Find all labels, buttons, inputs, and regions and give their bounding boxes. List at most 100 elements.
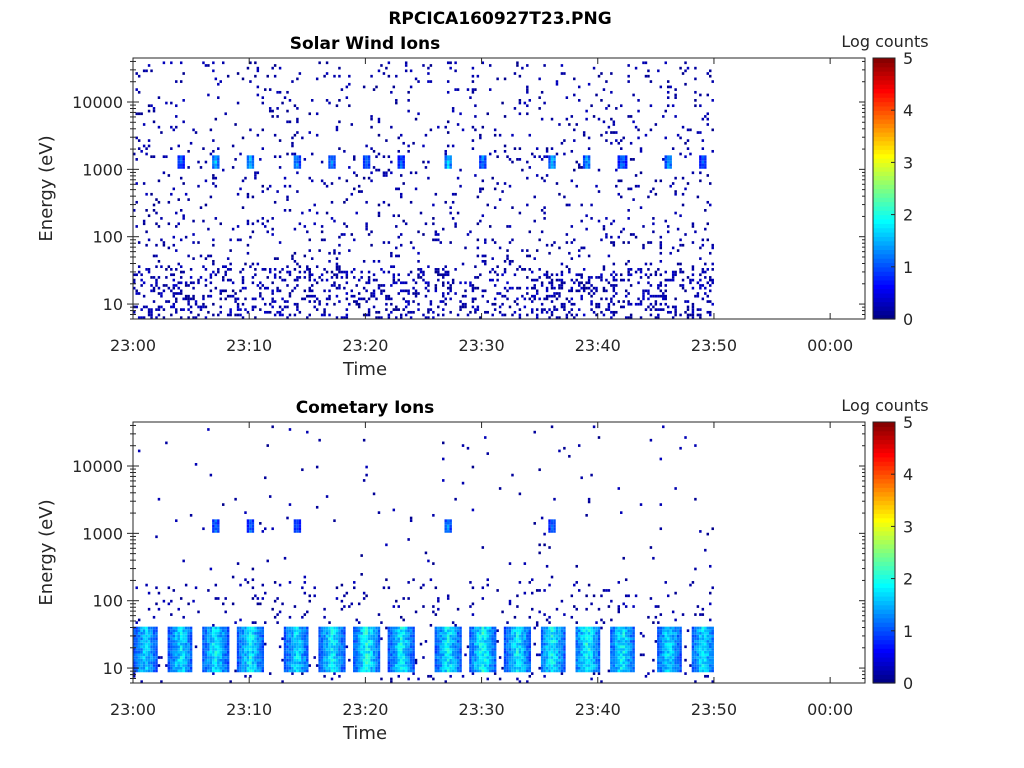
spectrogram-cell bbox=[600, 276, 603, 279]
spectrogram-cell bbox=[659, 294, 663, 298]
spectrogram-cell bbox=[459, 281, 462, 285]
colorbar-segment bbox=[873, 58, 895, 63]
spectrogram-cell bbox=[152, 645, 156, 649]
spectrogram-cell bbox=[493, 653, 497, 657]
spectrogram-cell bbox=[330, 645, 334, 649]
spectrogram-cell bbox=[392, 308, 396, 311]
spectrogram-cell bbox=[175, 292, 178, 295]
spectrogram-cell bbox=[323, 658, 326, 662]
spectrogram-cell bbox=[607, 302, 611, 306]
spectrogram-cell bbox=[362, 438, 366, 442]
spectrogram-cell bbox=[222, 661, 225, 665]
spectrogram-cell bbox=[474, 104, 477, 108]
spectrogram-cell bbox=[516, 666, 519, 670]
spectrogram-cell bbox=[283, 642, 287, 646]
spectrogram-cell bbox=[471, 286, 475, 290]
spectrogram-cell bbox=[177, 286, 180, 290]
spectrogram-cell bbox=[469, 656, 472, 659]
spectrogram-cell bbox=[429, 302, 433, 306]
spectrogram-cell bbox=[320, 642, 324, 646]
spectrogram-cell bbox=[555, 645, 559, 649]
spectrogram-cell bbox=[607, 281, 611, 285]
colorbar-segment bbox=[873, 236, 895, 242]
spectrogram-cell bbox=[222, 265, 225, 269]
spectrogram-cell bbox=[145, 305, 148, 309]
spectrogram-cell bbox=[333, 219, 336, 223]
spectrogram-cell bbox=[202, 297, 205, 301]
spectrogram-cell bbox=[550, 640, 554, 643]
spectrogram-cell bbox=[375, 278, 378, 282]
spectrogram-cell bbox=[513, 650, 517, 654]
spectrogram-cell bbox=[357, 305, 361, 309]
spectrogram-cell bbox=[481, 634, 485, 638]
spectrogram-cell bbox=[548, 276, 551, 279]
spectrogram-cell bbox=[521, 661, 524, 665]
spectrogram-cell bbox=[446, 626, 450, 630]
spectrogram-cell bbox=[167, 634, 171, 638]
spectrogram-cell bbox=[709, 251, 712, 255]
spectrogram-cell bbox=[558, 316, 561, 319]
spectrogram-cell bbox=[367, 233, 371, 236]
spectrogram-cell bbox=[674, 211, 677, 215]
spectrogram-cell bbox=[204, 640, 208, 643]
spectrogram-cell bbox=[518, 658, 522, 662]
spectrogram-cell bbox=[498, 656, 502, 659]
spectrogram-cell bbox=[511, 664, 514, 667]
spectrogram-cell bbox=[184, 650, 188, 654]
spectrogram-cell bbox=[699, 179, 702, 183]
spectrogram-cell bbox=[170, 629, 173, 633]
spectrogram-cell bbox=[293, 155, 297, 159]
spectrogram-cell bbox=[357, 637, 361, 641]
spectrogram-cell bbox=[538, 653, 541, 657]
spectrogram-cell bbox=[535, 589, 539, 592]
spectrogram-cell bbox=[503, 650, 507, 654]
spectrogram-cell bbox=[523, 664, 527, 667]
spectrogram-cell bbox=[456, 640, 460, 643]
spectrogram-cell bbox=[214, 669, 218, 673]
spectrogram-cell bbox=[360, 642, 363, 646]
spectrogram-cell bbox=[706, 281, 710, 285]
spectrogram-cell bbox=[605, 278, 608, 282]
spectrogram-cell bbox=[357, 666, 361, 670]
spectrogram-cell bbox=[654, 270, 658, 274]
spectrogram-cell bbox=[155, 308, 158, 311]
spectrogram-cell bbox=[543, 645, 546, 649]
spectrogram-cell bbox=[516, 594, 519, 598]
spectrogram-cell bbox=[390, 90, 393, 94]
spectrogram-cell bbox=[506, 645, 509, 649]
spectrogram-cell bbox=[422, 144, 425, 148]
spectrogram-cell bbox=[412, 637, 415, 641]
spectrogram-cell bbox=[335, 640, 339, 643]
spectrogram-cell bbox=[511, 648, 514, 651]
spectrogram-cell bbox=[629, 233, 633, 236]
spectrogram-cell bbox=[558, 192, 561, 196]
spectrogram-cell bbox=[236, 648, 240, 651]
spectrogram-cell bbox=[629, 273, 633, 277]
spectrogram-cell bbox=[582, 289, 586, 293]
spectrogram-cell bbox=[600, 273, 603, 277]
spectrogram-cell bbox=[474, 128, 477, 132]
spectrogram-cell bbox=[526, 648, 529, 651]
spectrogram-cell bbox=[585, 227, 588, 231]
spectrogram-cell bbox=[281, 313, 284, 317]
spectrogram-cell bbox=[340, 648, 344, 651]
spectrogram-cell bbox=[271, 300, 274, 303]
spectrogram-cell bbox=[407, 650, 410, 654]
spectrogram-cell bbox=[686, 305, 690, 309]
spectrogram-cell bbox=[461, 294, 465, 298]
spectrogram-cell bbox=[548, 664, 551, 667]
colorbar-segment bbox=[873, 201, 895, 207]
spectrogram-cell bbox=[412, 634, 415, 638]
spectrogram-cell bbox=[293, 524, 297, 528]
spectrogram-cell bbox=[380, 621, 383, 624]
spectrogram-cell bbox=[254, 176, 257, 180]
spectrogram-cell bbox=[160, 131, 163, 134]
spectrogram-cell bbox=[516, 634, 519, 638]
spectrogram-cell bbox=[444, 522, 447, 525]
spectrogram-cell bbox=[469, 645, 472, 649]
spectrogram-cell bbox=[167, 658, 171, 662]
spectrogram-cell bbox=[340, 629, 344, 633]
spectrogram-cell bbox=[197, 184, 200, 188]
spectrogram-cell bbox=[503, 645, 507, 649]
spectrogram-cell bbox=[550, 273, 554, 277]
